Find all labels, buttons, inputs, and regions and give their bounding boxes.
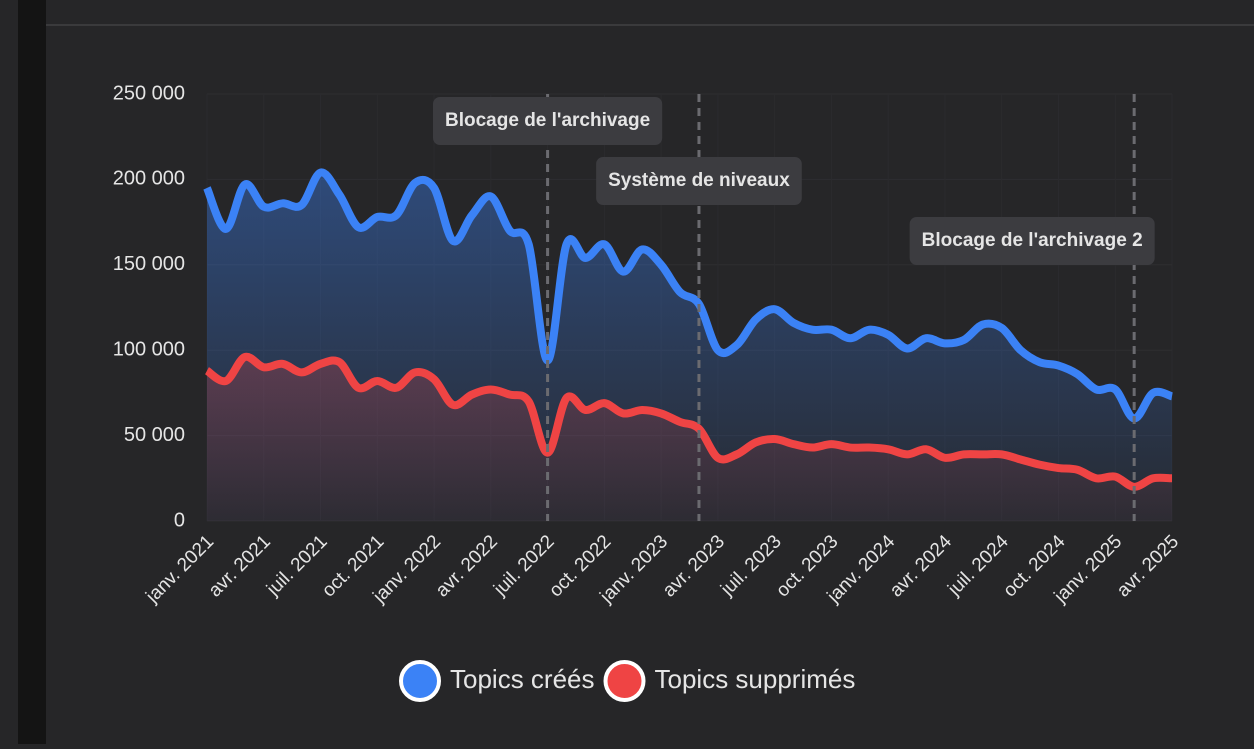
annotation: Système de niveaux <box>596 157 802 205</box>
y-tick-label: 50 000 <box>124 424 185 446</box>
legend-swatch <box>399 660 441 702</box>
legend-label: Topics supprimés <box>655 664 856 694</box>
annotation-label: Système de niveaux <box>608 170 790 191</box>
y-tick-label: 100 000 <box>113 338 185 360</box>
annotation-label: Blocage de l'archivage 2 <box>922 230 1143 251</box>
area <box>207 356 1172 521</box>
annotation-box <box>433 97 663 145</box>
legend-label: Topics créés <box>450 664 595 694</box>
y-tick-label: 200 000 <box>113 168 185 190</box>
y-tick-label: 150 000 <box>113 253 185 275</box>
sidebar <box>18 0 46 744</box>
annotation-label: Blocage de l'archivage <box>445 110 650 131</box>
line <box>203 168 1174 423</box>
annotation-box <box>596 157 802 205</box>
legend-swatch <box>603 660 646 702</box>
y-tick-label: 250 000 <box>113 82 185 104</box>
annotation: Blocage de l'archivage 2 <box>909 217 1155 265</box>
annotation-box <box>909 217 1155 265</box>
y-tick-label: 0 <box>174 509 185 531</box>
annotation: Blocage de l'archivage <box>433 97 663 145</box>
line <box>204 352 1173 491</box>
